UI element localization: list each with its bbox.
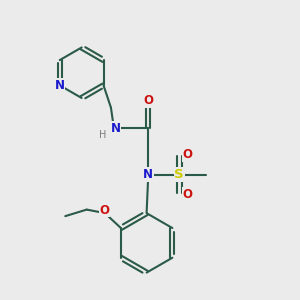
- Text: N: N: [110, 122, 120, 135]
- Text: N: N: [143, 168, 153, 181]
- Text: O: O: [143, 94, 153, 107]
- Text: H: H: [99, 130, 106, 140]
- Text: S: S: [175, 168, 184, 181]
- Text: O: O: [100, 204, 110, 217]
- Text: O: O: [183, 188, 193, 201]
- Text: N: N: [55, 79, 65, 92]
- Text: O: O: [183, 148, 193, 161]
